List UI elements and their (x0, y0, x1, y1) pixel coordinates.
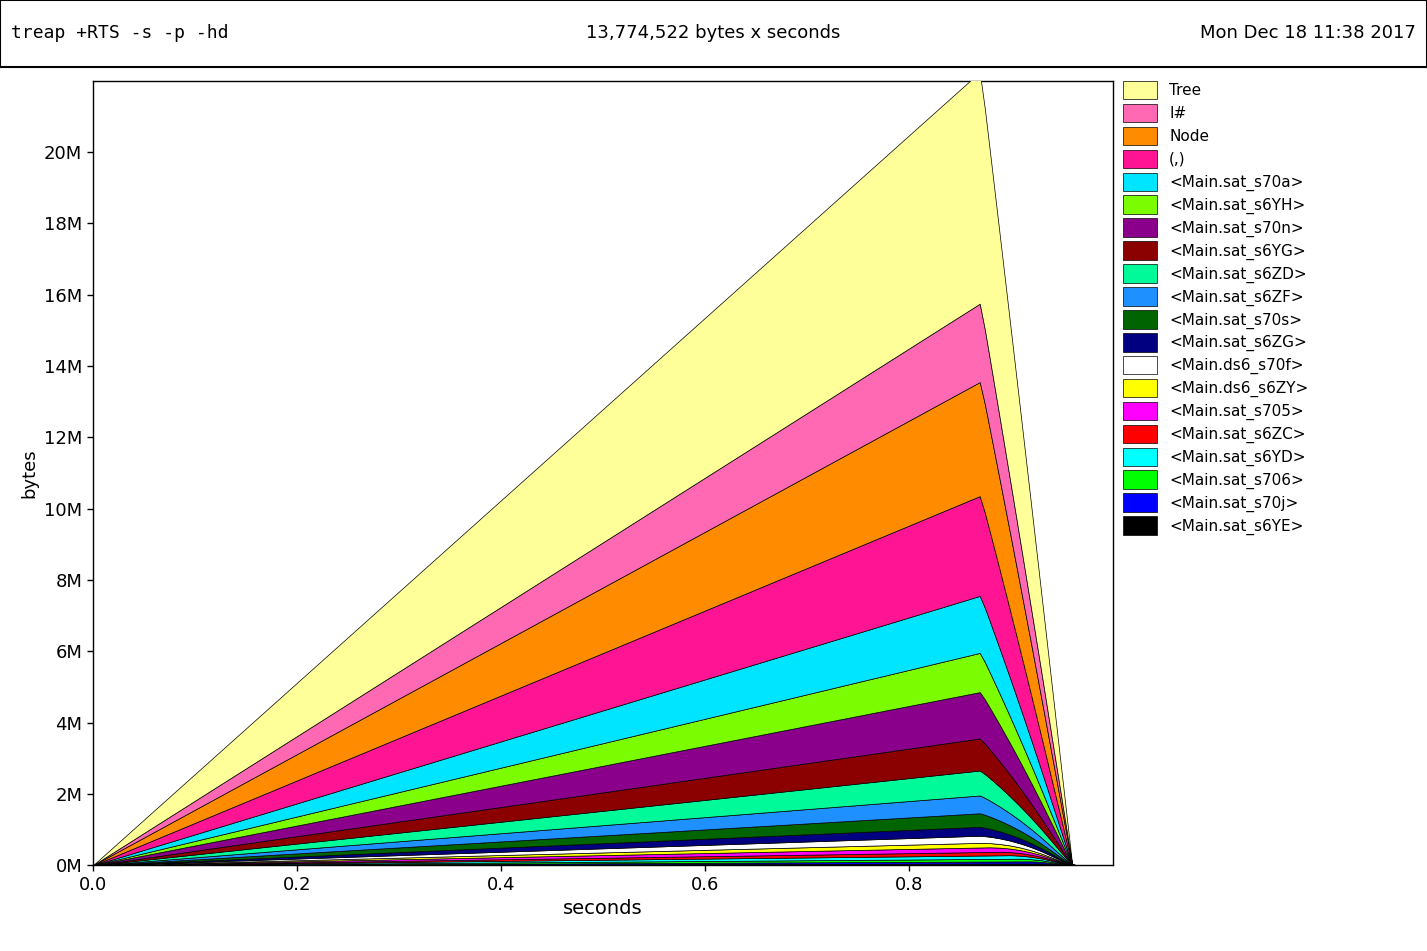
Text: Mon Dec 18 11:38 2017: Mon Dec 18 11:38 2017 (1200, 25, 1416, 42)
Y-axis label: bytes: bytes (20, 448, 39, 498)
Text: 13,774,522 bytes x seconds: 13,774,522 bytes x seconds (586, 25, 841, 42)
X-axis label: seconds: seconds (564, 900, 642, 919)
Text: treap +RTS -s -p -hd: treap +RTS -s -p -hd (11, 25, 228, 42)
Legend: Tree, I#, Node, (,), <Main.sat_s70a>, <Main.sat_s6YH>, <Main.sat_s70n>, <Main.sa: Tree, I#, Node, (,), <Main.sat_s70a>, <M… (1123, 81, 1309, 534)
